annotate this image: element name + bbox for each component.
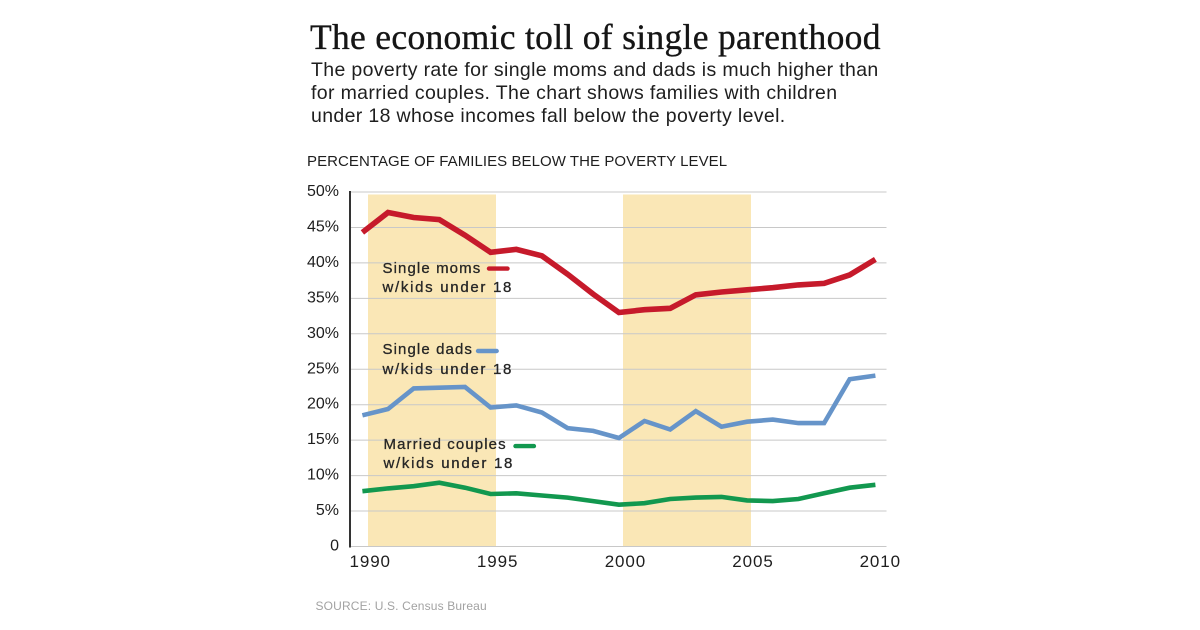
- svg-text:40%: 40%: [307, 254, 339, 271]
- svg-text:50%: 50%: [307, 183, 339, 200]
- svg-text:0: 0: [330, 538, 339, 555]
- svg-text:20%: 20%: [307, 396, 339, 413]
- svg-text:25%: 25%: [307, 360, 339, 377]
- svg-text:1995: 1995: [477, 552, 518, 571]
- svg-text:45%: 45%: [307, 219, 339, 236]
- svg-text:15%: 15%: [307, 431, 339, 448]
- svg-text:2000: 2000: [605, 552, 646, 571]
- svg-text:2005: 2005: [732, 552, 773, 571]
- svg-text:10%: 10%: [307, 467, 339, 484]
- svg-text:30%: 30%: [307, 325, 339, 342]
- svg-text:2010: 2010: [860, 552, 901, 571]
- svg-text:5%: 5%: [316, 502, 339, 519]
- svg-text:1990: 1990: [349, 552, 390, 571]
- svg-text:35%: 35%: [307, 289, 339, 306]
